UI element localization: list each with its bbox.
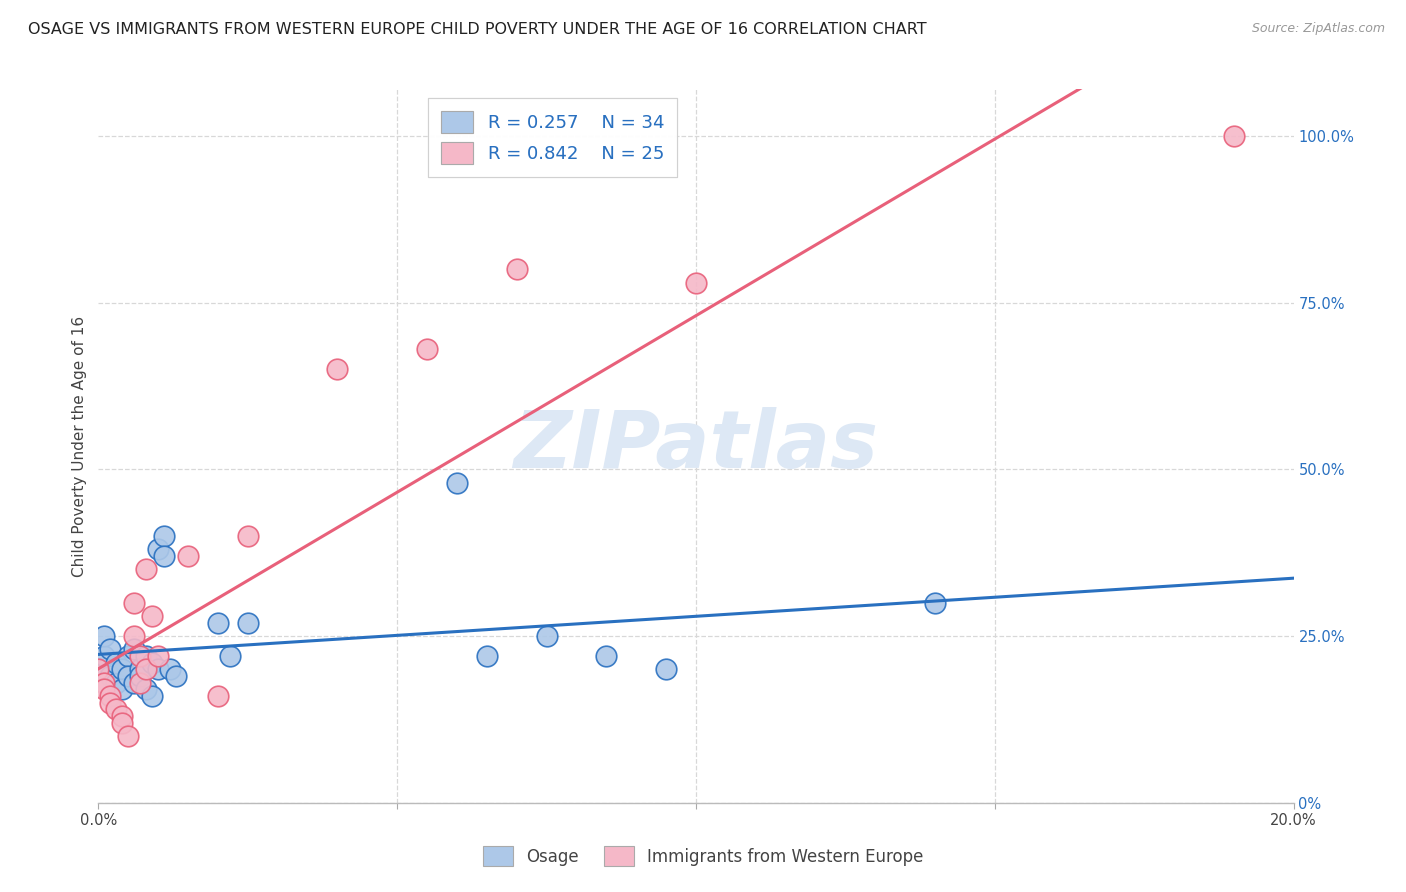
Point [207,689,229,703]
Point [135,662,157,676]
Point [111,682,134,697]
Point [124,675,146,690]
Point [153,549,176,563]
Point [207,615,229,630]
Point [536,629,558,643]
Point [924,596,946,610]
Point [475,649,498,664]
Point [135,649,157,664]
Text: Source: ZipAtlas.com: Source: ZipAtlas.com [1251,22,1385,36]
Point [326,362,349,376]
Point [129,662,152,676]
Point [117,669,139,683]
Point [148,649,170,664]
Legend: R = 0.257    N = 34, R = 0.842    N = 25: R = 0.257 N = 34, R = 0.842 N = 25 [429,98,676,177]
Point [177,549,200,563]
Point [105,675,128,690]
Point [100,669,122,683]
Point [117,649,139,664]
Point [148,662,170,676]
Point [1223,128,1246,143]
Point [141,656,163,670]
Point [124,642,146,657]
Point [446,475,468,490]
Point [129,649,152,664]
Point [148,542,170,557]
Point [595,649,617,664]
Point [93,629,115,643]
Point [416,343,439,357]
Point [111,709,134,723]
Point [135,682,157,697]
Point [100,689,122,703]
Point [141,609,163,624]
Point [124,596,146,610]
Point [165,669,187,683]
Point [236,529,259,543]
Point [100,696,122,710]
Point [236,615,259,630]
Y-axis label: Child Poverty Under the Age of 16: Child Poverty Under the Age of 16 [72,316,87,576]
Point [111,662,134,676]
Point [105,656,128,670]
Point [100,642,122,657]
Point [124,629,146,643]
Point [93,649,115,664]
Point [93,682,115,697]
Point [655,662,678,676]
Text: OSAGE VS IMMIGRANTS FROM WESTERN EUROPE CHILD POVERTY UNDER THE AGE OF 16 CORREL: OSAGE VS IMMIGRANTS FROM WESTERN EUROPE … [28,22,927,37]
Legend: Osage, Immigrants from Western Europe: Osage, Immigrants from Western Europe [474,838,932,875]
Text: ZIPatlas: ZIPatlas [513,407,879,485]
Point [87,662,110,676]
Point [105,702,128,716]
Point [129,675,152,690]
Point [93,675,115,690]
Point [506,262,529,277]
Point [159,662,181,676]
Point [129,669,152,683]
Point [153,529,176,543]
Point [219,649,242,664]
Point [87,662,110,676]
Point [685,276,707,290]
Point [135,562,157,576]
Point [117,729,139,743]
Point [141,689,163,703]
Point [111,715,134,730]
